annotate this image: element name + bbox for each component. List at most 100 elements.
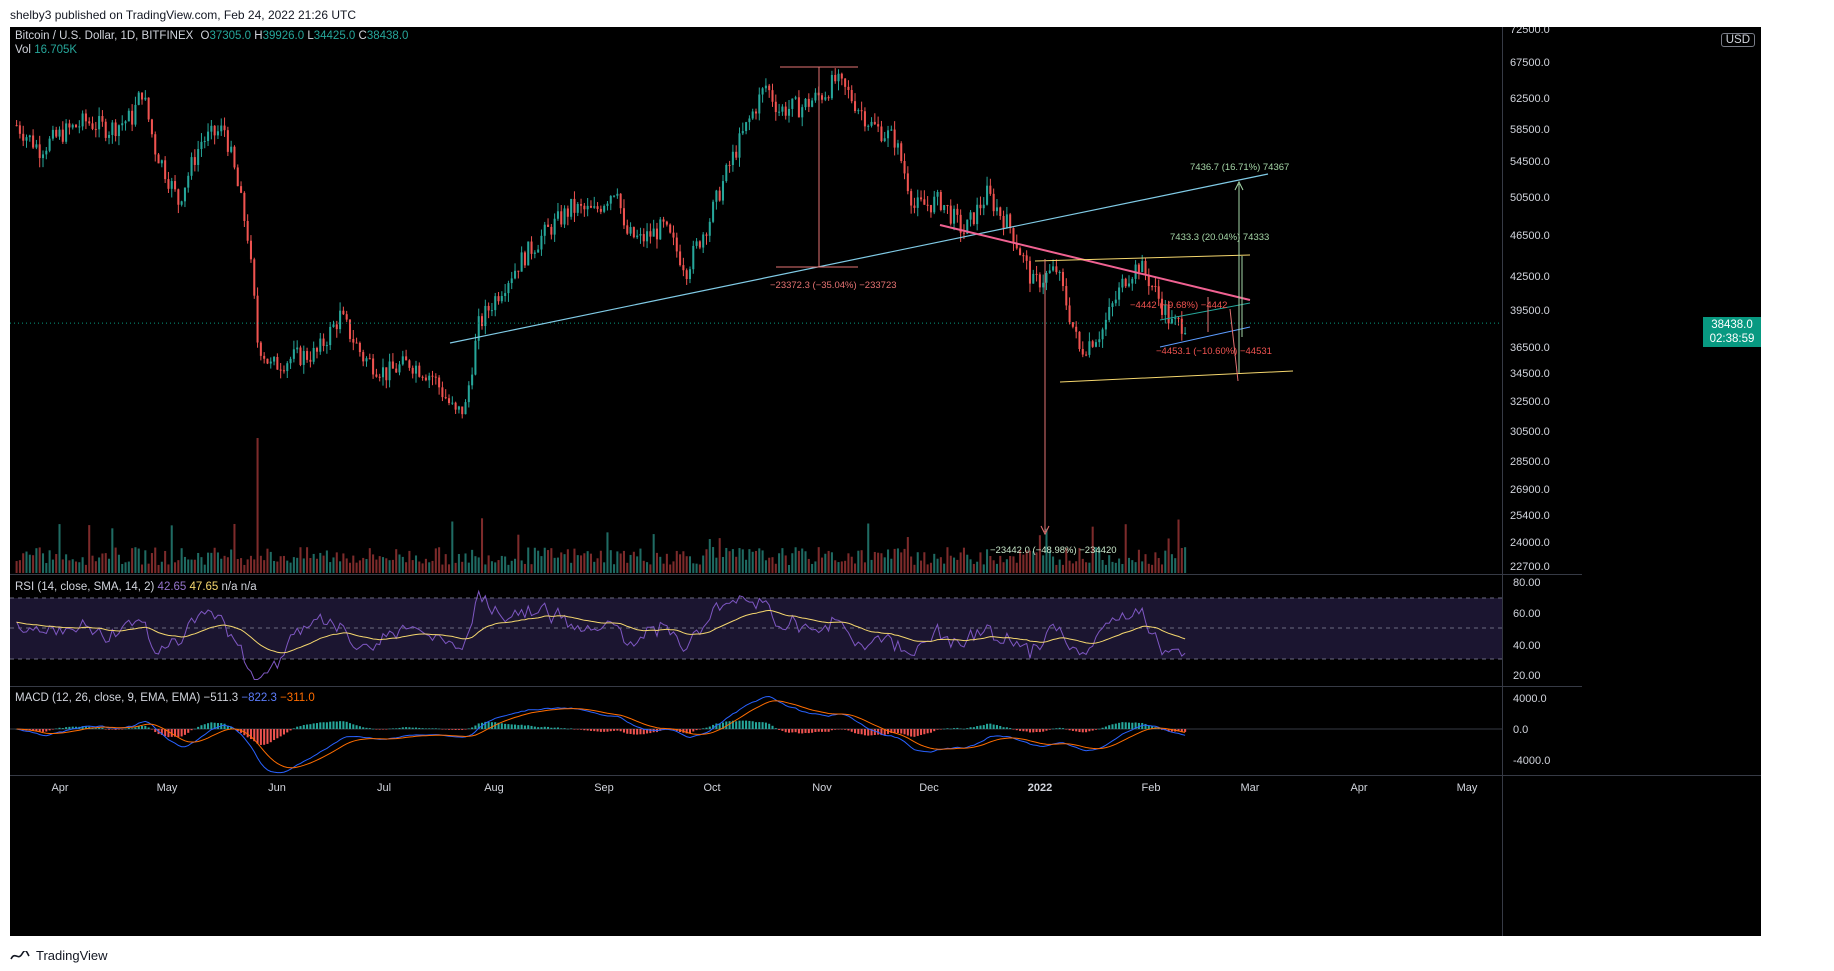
candle-body: [1065, 286, 1068, 306]
volume-bar: [844, 560, 847, 573]
macd-histogram-bar: [1061, 728, 1065, 729]
volume-bar: [540, 556, 543, 573]
rsi-tick: 60.00: [1513, 608, 1541, 620]
price-axis-labels: 72500.0 67500.0 62500.0 58500.0 54500.0 …: [1510, 24, 1550, 573]
candle-body: [421, 376, 424, 378]
candle-body: [923, 199, 926, 205]
macd-pane: [10, 695, 1502, 774]
macd-histogram-bar: [1065, 729, 1068, 730]
volume-bar: [890, 558, 893, 573]
volume-bar: [269, 551, 272, 573]
rsi-value: 42.65: [157, 581, 187, 593]
candle-body: [774, 101, 777, 113]
candle-body: [530, 241, 533, 254]
volume-bar: [1022, 554, 1025, 573]
candle-body: [916, 197, 919, 208]
candle-body: [669, 224, 672, 233]
candle-body: [1184, 332, 1187, 334]
volume-bar: [183, 556, 186, 573]
macd-histogram-bar: [553, 727, 556, 729]
macd-histogram-bar: [731, 720, 734, 729]
chart-area[interactable]: −23372.3 (−35.04%) −233723 −23442.0 (−48…: [10, 24, 1761, 936]
candle-body: [639, 234, 642, 236]
high-value: 39926.0: [262, 30, 305, 42]
volume-bar: [292, 557, 295, 573]
volume-bar: [682, 551, 685, 573]
macd-histogram-bar: [474, 725, 477, 729]
volume-bar: [880, 553, 883, 573]
candle-body: [570, 198, 573, 217]
candle-body: [566, 208, 569, 217]
volume-bar: [847, 553, 850, 573]
volume-bar: [213, 547, 216, 573]
macd-histogram-bar: [547, 726, 550, 729]
macd-histogram-bar: [923, 729, 926, 735]
volume-bar: [157, 564, 160, 573]
macd-histogram-bar: [177, 729, 180, 737]
candle-body: [801, 107, 804, 118]
volume-bar: [669, 564, 672, 573]
candle-body: [1114, 299, 1117, 304]
macd-histogram-bar: [504, 723, 507, 729]
price-tick: 36500.0: [1510, 342, 1550, 354]
volume-bar: [1167, 538, 1170, 573]
macd-histogram-bar: [566, 728, 569, 730]
volume-bar: [820, 557, 824, 573]
price-tick: 24000.0: [1510, 537, 1550, 549]
candle-body: [348, 319, 352, 339]
currency-badge[interactable]: USD: [1720, 33, 1755, 47]
high-label: H: [254, 30, 263, 42]
footer-brand[interactable]: TradingView: [10, 948, 108, 963]
volume-bar: [504, 556, 507, 573]
volume-bar: [428, 562, 431, 573]
volume-bar: [477, 557, 480, 573]
macd-histogram-bar: [259, 729, 262, 745]
candle-body: [520, 252, 523, 272]
candle-body: [556, 211, 559, 219]
volume-bar: [461, 561, 464, 573]
volume-bar: [249, 555, 252, 573]
candle-body: [655, 228, 658, 240]
price-tick: 22700.0: [1510, 561, 1550, 573]
volume-bar: [104, 553, 107, 573]
macd-histogram-bar: [451, 729, 454, 730]
volume-bar: [1147, 563, 1150, 573]
macd-histogram-bar: [170, 729, 173, 737]
candle-body: [1154, 286, 1157, 288]
macd-histogram-bar: [837, 729, 840, 730]
macd-signal-value: −311.0: [280, 692, 315, 704]
volume-bar: [174, 562, 177, 573]
volume-bar: [401, 556, 404, 573]
volume-bar: [279, 556, 282, 573]
candle-body: [342, 310, 345, 315]
candle-body: [477, 316, 480, 341]
candle-body: [728, 164, 731, 166]
macd-value: −822.3: [241, 692, 277, 704]
candle-body: [91, 123, 94, 129]
macd-histogram-bar: [764, 722, 767, 729]
candle-body: [1127, 283, 1131, 287]
candle-body: [764, 85, 767, 89]
volume-bar: [992, 560, 995, 573]
volume-bar: [672, 561, 675, 573]
time-axis-labels: Apr May Jun Jul Aug Sep Oct Nov Dec 2022…: [51, 782, 1477, 794]
macd-histogram-bar: [108, 729, 111, 730]
candle-body: [665, 221, 668, 225]
volume-bar: [599, 550, 602, 573]
volume-bar: [1121, 563, 1124, 573]
macd-histogram-bar: [167, 729, 170, 738]
main-legend: Bitcoin / U.S. Dollar, 1D, BITFINEX O373…: [15, 30, 408, 42]
volume-bar: [923, 552, 926, 573]
macd-histogram-bar: [447, 729, 451, 730]
volume-bar: [487, 555, 490, 573]
candle-body: [834, 74, 837, 82]
volume-bar: [1078, 547, 1081, 573]
volume-bar: [467, 562, 470, 573]
volume-bar: [510, 560, 513, 573]
candle-body: [296, 347, 299, 350]
chart-svg[interactable]: −23372.3 (−35.04%) −233723 −23442.0 (−48…: [10, 24, 1761, 936]
macd-axis-labels: 4000.0 0.0 -4000.0: [1513, 693, 1550, 767]
candle-body: [312, 347, 315, 362]
volume-bar: [1028, 550, 1031, 573]
price-tick: 28500.0: [1510, 456, 1550, 468]
